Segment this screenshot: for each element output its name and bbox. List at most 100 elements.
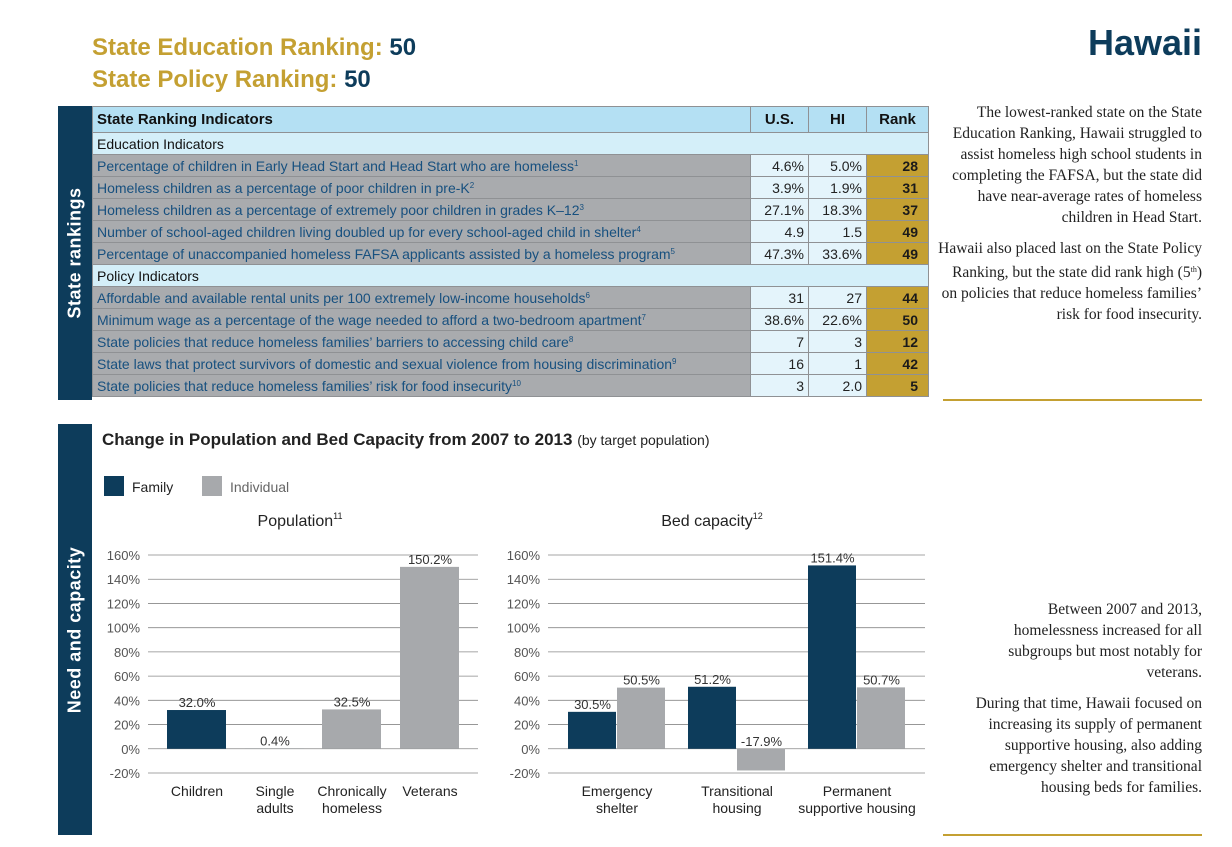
state-name: Hawaii [1087, 22, 1202, 63]
rank: 49 [866, 220, 929, 243]
side-band: State rankings [58, 106, 92, 400]
indicator-label: Percentage of children in Early Head Sta… [97, 157, 575, 174]
section-title: Education Indicators [92, 132, 929, 155]
indicator-label: State laws that protect survivors of dom… [97, 355, 673, 372]
title: Change in Population and Bed Capacity fr… [102, 430, 573, 449]
state-value: 33.6% [808, 242, 867, 265]
indicator-label: Number of school-aged children living do… [97, 223, 637, 240]
label: State Education Ranking: [92, 34, 383, 61]
indicator: Homeless children as a percentage of ext… [92, 198, 751, 221]
bar [400, 566, 459, 749]
bar [568, 711, 616, 749]
side-band: Need and capacity [58, 424, 92, 835]
row: State policies that reduce homeless fami… [92, 374, 929, 397]
y-tick-label: 160% [107, 548, 141, 563]
y-tick-label: 0% [521, 742, 540, 757]
us-value: 4.6% [750, 154, 809, 177]
row: Minimum wage as a percentage of the wage… [92, 308, 929, 331]
subtitle: (by target population) [577, 432, 710, 448]
value-label: -17.9% [741, 734, 783, 749]
rank: 50 [866, 308, 929, 331]
value-label: 150.2% [408, 552, 453, 567]
indicator-label: Percentage of unaccompanied homeless FAF… [97, 245, 671, 262]
state-value: 1.9% [808, 176, 867, 199]
y-tick-label: 60% [114, 669, 140, 684]
row: Number of school-aged children living do… [92, 220, 929, 243]
y-tick-label: 140% [507, 572, 541, 587]
bar [737, 748, 785, 771]
y-tick-label: 140% [107, 572, 141, 587]
paragraph: During that time, Hawaii focused on incr… [975, 695, 1202, 796]
indicator-label: State policies that reduce homeless fami… [97, 377, 512, 394]
footnote: 1 [574, 158, 579, 168]
bar [808, 565, 856, 749]
footnote: 5 [670, 246, 675, 256]
value-label: 30.5% [574, 697, 611, 712]
indicator: Number of school-aged children living do… [92, 220, 751, 243]
y-tick-label: 160% [507, 548, 541, 563]
y-tick-label: 40% [114, 693, 140, 708]
y-tick-label: 100% [507, 621, 541, 636]
footnote: 6 [585, 290, 590, 300]
y-tick-label: 80% [514, 645, 540, 660]
x-tick-label: Single adults [255, 783, 295, 816]
column-header: HI [808, 106, 867, 133]
superscript: th [1190, 265, 1197, 274]
value-label: 32.5% [334, 694, 371, 709]
indicator-label: Homeless children as a percentage of poo… [97, 179, 470, 196]
indicator: Minimum wage as a percentage of the wage… [92, 308, 751, 331]
section-row: Policy Indicators [92, 264, 929, 287]
title-note: 12 [753, 511, 763, 521]
state-value: 22.6% [808, 308, 867, 331]
x-tick-label: Transitional housing [701, 783, 773, 816]
footnote: 10 [512, 378, 521, 388]
section-row: Education Indicators [92, 132, 929, 155]
section-title: Change in Population and Bed Capacity fr… [102, 430, 710, 450]
footnote: 9 [672, 356, 677, 366]
rank: 49 [866, 242, 929, 265]
x-tick-label: Children [170, 783, 224, 799]
value-label: 50.7% [863, 672, 900, 687]
value-label: 151.4% [810, 550, 855, 565]
rank: 37 [866, 198, 929, 221]
row: Homeless children as a percentage of ext… [92, 198, 929, 221]
x-tick-label: Emergency shelter [581, 783, 653, 816]
y-tick-label: 20% [514, 718, 540, 733]
y-tick-label: 100% [107, 621, 141, 636]
bar [617, 687, 665, 749]
state-value: 27 [808, 286, 867, 309]
chart-title: Population11 [258, 511, 343, 530]
row: Percentage of unaccompanied homeless FAF… [92, 242, 929, 265]
value-label: 51.2% [694, 672, 731, 687]
x-tick-label: Permanent supportive housing [798, 783, 916, 816]
state-value: 2.0 [808, 374, 867, 397]
text: ) on policies that reduce homeless famil… [941, 264, 1202, 323]
indicator: State policies that reduce homeless fami… [92, 330, 751, 353]
y-tick-label: 80% [114, 645, 140, 660]
row: State laws that protect survivors of dom… [92, 352, 929, 375]
value-label: 50.5% [623, 673, 660, 688]
rank: 50 [344, 66, 371, 93]
label: State Policy Ranking: [92, 66, 338, 93]
legend-swatch [104, 476, 124, 496]
state-value: 18.3% [808, 198, 867, 221]
sidebar-top: The lowest-ranked state on the State Edu… [935, 102, 1202, 335]
us-value: 47.3% [750, 242, 809, 265]
rank: 31 [866, 176, 929, 199]
state-value: 1 [808, 352, 867, 375]
row: State policies that reduce homeless fami… [92, 330, 929, 353]
indicator-label: Minimum wage as a percentage of the wage… [97, 311, 642, 328]
rank: 12 [866, 330, 929, 353]
indicator: Homeless children as a percentage of poo… [92, 176, 751, 199]
paragraph: Between 2007 and 2013, homelessness incr… [1008, 601, 1202, 681]
us-value: 16 [750, 352, 809, 375]
title-text: Population [258, 513, 334, 530]
ranking-table: State Ranking Indicators U.S. HI Rank Educat… [92, 106, 929, 397]
us-value: 38.6% [750, 308, 809, 331]
indicator: State policies that reduce homeless fami… [92, 374, 751, 397]
row: Percentage of children in Early Head Sta… [92, 154, 929, 177]
y-tick-label: 20% [114, 718, 140, 733]
value-label: 32.0% [179, 695, 216, 710]
education-ranking: State Education Ranking: 50 [92, 34, 416, 62]
